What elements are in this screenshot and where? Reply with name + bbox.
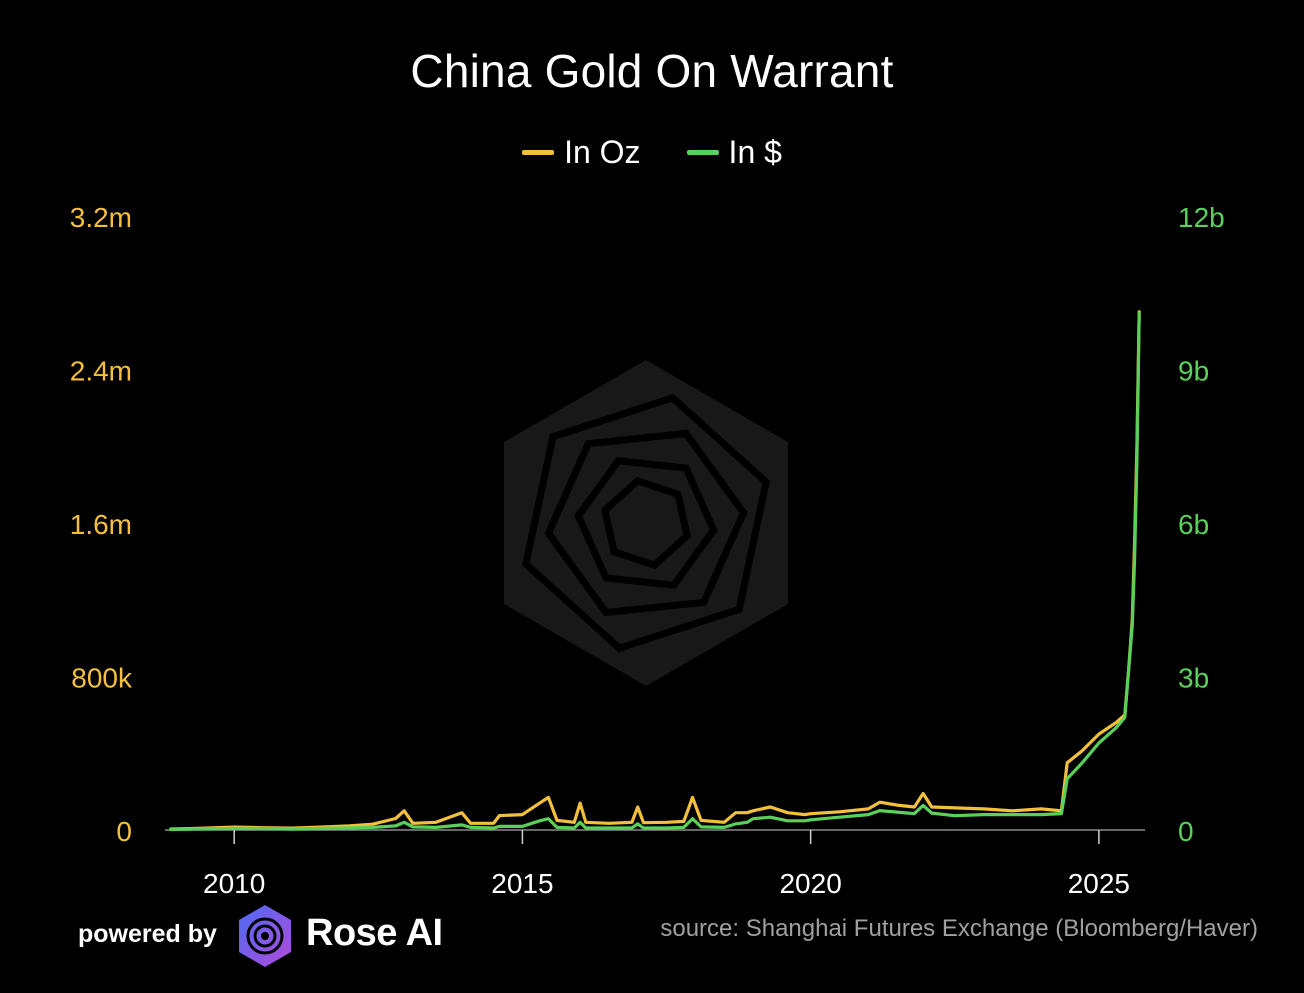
left-y-tick-label: 2.4m: [70, 356, 132, 387]
right-y-tick-label: 9b: [1178, 356, 1209, 387]
legend-label-usd: In $: [728, 134, 782, 170]
left-y-tick-label: 3.2m: [70, 202, 132, 233]
legend: In Oz In $: [0, 134, 1304, 171]
x-tick-label: 2025: [1068, 868, 1130, 899]
legend-label-oz: In Oz: [564, 134, 641, 170]
right-y-tick-label: 6b: [1178, 509, 1209, 540]
watermark-logo-icon: [504, 360, 788, 686]
legend-item-usd: In $: [686, 134, 782, 171]
brand-name: Rose AI: [306, 912, 443, 954]
legend-item-oz: In Oz: [522, 134, 641, 171]
x-tick-label: 2015: [491, 868, 553, 899]
right-y-tick-label: 0: [1178, 816, 1194, 847]
left-y-tick-label: 1.6m: [70, 509, 132, 540]
x-tick-label: 2020: [779, 868, 841, 899]
powered-by-label: powered by: [78, 920, 217, 948]
left-y-tick-label: 800k: [71, 663, 133, 694]
legend-swatch-usd: [686, 150, 719, 155]
source-note: source: Shanghai Futures Exchange (Bloom…: [660, 915, 1258, 942]
legend-swatch-oz: [522, 150, 555, 155]
left-y-tick-label: 0: [116, 816, 132, 847]
right-y-tick-label: 3b: [1178, 663, 1209, 694]
series-line-usd: [169, 311, 1141, 832]
rose-ai-logo-icon: [239, 905, 291, 967]
right-y-tick-label: 12b: [1178, 202, 1225, 233]
chart-title: China Gold On Warrant: [410, 45, 894, 97]
x-tick-label: 2010: [203, 868, 265, 899]
